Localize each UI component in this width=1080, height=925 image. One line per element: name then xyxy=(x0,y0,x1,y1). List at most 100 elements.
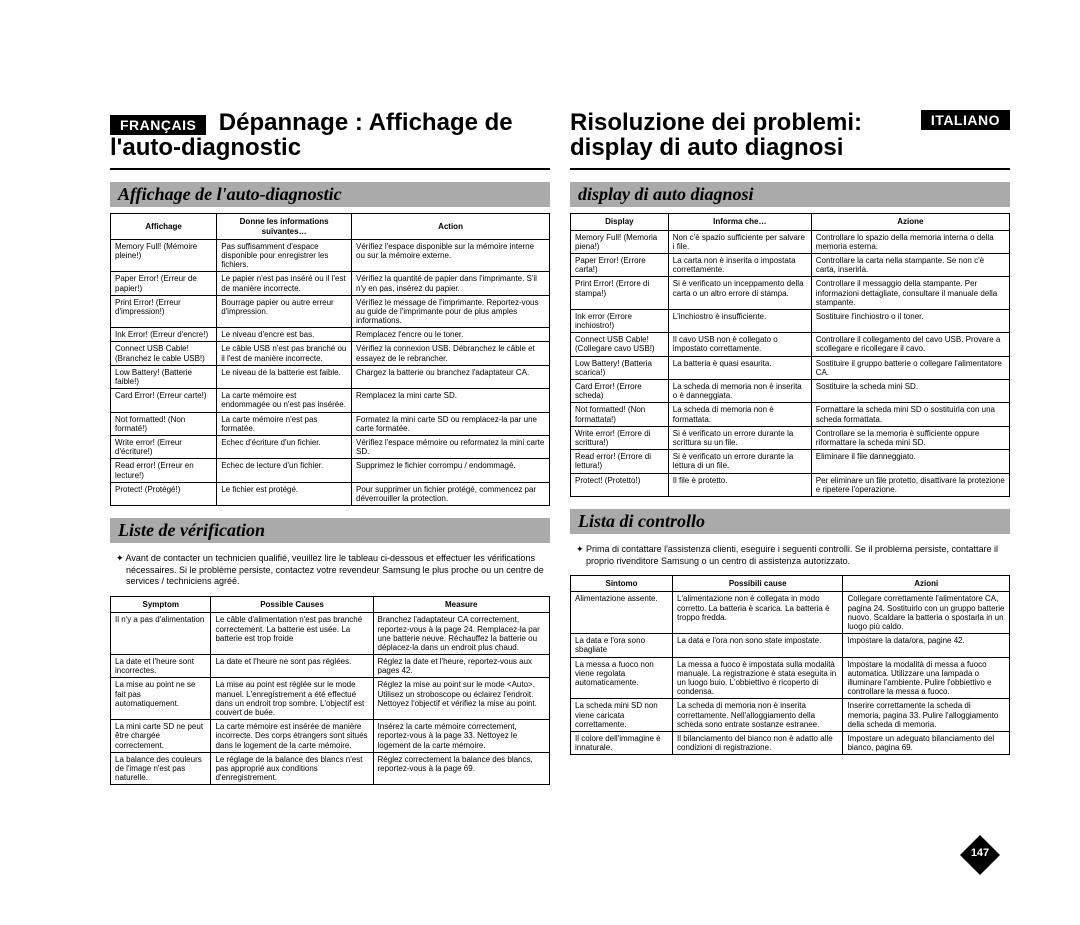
table-cell: La date et l'heure ne sont pas réglées. xyxy=(211,655,373,678)
table-row: Card Error! (Errore scheda)La scheda di … xyxy=(571,380,1010,403)
left-section2-title: Liste de vérification xyxy=(110,518,550,543)
table-cell: Il cavo USB non è collegato o impostato … xyxy=(668,333,811,356)
right-column: ITALIANO Risoluzione dei problemi: displ… xyxy=(570,110,1010,785)
table-header: Informa che… xyxy=(668,214,811,230)
left-table2: SymptomPossible CausesMeasure Il n'y a p… xyxy=(110,596,550,785)
right-title-line1: Risoluzione dei problemi: xyxy=(570,109,862,136)
table-cell: Print Error! (Erreur d'impression!) xyxy=(111,295,217,328)
table-header: Possible Causes xyxy=(211,597,373,613)
table-cell: La messa a fuoco non viene regolata auto… xyxy=(571,657,673,699)
table-cell: Protect! (Protégé!) xyxy=(111,482,217,505)
table-row: Protect! (Protégé!)Le fichier est protég… xyxy=(111,482,550,505)
table-cell: Le niveau d'encre est bas. xyxy=(217,328,352,342)
table-cell: La data e l'ora sono sbagliate xyxy=(571,634,673,657)
table-cell: Per eliminare un file protetto, disattiv… xyxy=(811,473,1009,496)
table-cell: Echec de lecture d'un fichier. xyxy=(217,459,352,482)
table-cell: Read error! (Erreur en lecture!) xyxy=(111,459,217,482)
table-cell: La mini carte SD ne peut être chargée co… xyxy=(111,720,211,753)
table-row: Write error! (Erreur d'écriture!)Echec d… xyxy=(111,435,550,458)
table-row: Paper Error! (Erreur de papier!)Le papie… xyxy=(111,272,550,295)
table-cell: Write error! (Erreur d'écriture!) xyxy=(111,435,217,458)
page-number-badge: 147 xyxy=(960,835,1000,875)
table-row: Ink error (Errore inchiostro!)L'inchiost… xyxy=(571,309,1010,332)
table-cell: La mise au point ne se fait pas automati… xyxy=(111,678,211,720)
table-row: Print Error! (Erreur d'impression!)Bourr… xyxy=(111,295,550,328)
table-header: Symptom xyxy=(111,597,211,613)
table-cell: Non c'è spazio sufficiente per salvare i… xyxy=(668,230,811,253)
table-cell: Réglez correctement la balance des blanc… xyxy=(373,752,549,785)
right-section2-title: Lista di controllo xyxy=(570,509,1010,534)
table-cell: La carte mémoire n'est pas formatée. xyxy=(217,412,352,435)
table-cell: Impostare un adeguato bilanciamento del … xyxy=(843,731,1010,754)
table-cell: La data e l'ora non sono state impostate… xyxy=(673,634,843,657)
table-header: Donne les informations suivantes… xyxy=(217,214,352,239)
table-cell: Vérifiez la connexion USB. Débranchez le… xyxy=(352,342,550,365)
left-section1-title: Affichage de l'auto-diagnostic xyxy=(110,182,550,207)
table-cell: Controllare se la memoria è sufficiente … xyxy=(811,426,1009,449)
table-cell: Protect! (Protetto!) xyxy=(571,473,669,496)
table-cell: Branchez l'adaptateur CA correctement, r… xyxy=(373,613,549,655)
table-cell: Inserire correttamente la scheda di memo… xyxy=(843,699,1010,732)
table-cell: Paper Error! (Erreur de papier!) xyxy=(111,272,217,295)
table-row: Ink Error! (Erreur d'encre!)Le niveau d'… xyxy=(111,328,550,342)
table-row: Memory Full! (Memoria piena!)Non c'è spa… xyxy=(571,230,1010,253)
table-cell: Formattare la scheda mini SD o sostituir… xyxy=(811,403,1009,426)
lang-badge-it: ITALIANO xyxy=(921,110,1010,130)
table-cell: Not formatted! (Non formaté!) xyxy=(111,412,217,435)
table-cell: Il colore dell'immagine è innaturale. xyxy=(571,731,673,754)
left-title-line1: Dépannage : Affichage de xyxy=(219,109,513,136)
table-row: Read error! (Errore di lettura!)Si è ver… xyxy=(571,450,1010,473)
table-cell: Impostare la modalità di messa a fuoco a… xyxy=(843,657,1010,699)
left-table1: AffichageDonne les informations suivante… xyxy=(110,213,550,506)
table-row: Paper Error! (Errore carta!)La carta non… xyxy=(571,253,1010,276)
table-header: Possibili cause xyxy=(673,576,843,592)
table-cell: Le fichier est protégé. xyxy=(217,482,352,505)
page-container: FRANÇAIS Dépannage : Affichage de l'auto… xyxy=(0,0,1080,825)
table-cell: La scheda mini SD non viene caricata cor… xyxy=(571,699,673,732)
table-cell: Memory Full! (Memoria piena!) xyxy=(571,230,669,253)
table-cell: Il n'y a pas d'alimentation xyxy=(111,613,211,655)
table-cell: Le niveau de la batterie est faible. xyxy=(217,365,352,388)
table-header: Measure xyxy=(373,597,549,613)
table-cell: Insérez la carte mémoire correctement, r… xyxy=(373,720,549,753)
table-row: Write error! (Errore di scrittura!)Si è … xyxy=(571,426,1010,449)
table-row: Memory Full! (Mémoire pleine!)Pas suffis… xyxy=(111,239,550,272)
table-cell: Vérifiez l'espace disponible sur la mémo… xyxy=(352,239,550,272)
table-cell: La messa a fuoco è impostata sulla modal… xyxy=(673,657,843,699)
table-row: La messa a fuoco non viene regolata auto… xyxy=(571,657,1010,699)
table-cell: Memory Full! (Mémoire pleine!) xyxy=(111,239,217,272)
table-cell: Paper Error! (Errore carta!) xyxy=(571,253,669,276)
table-cell: Le câble USB n'est pas branché ou il l'e… xyxy=(217,342,352,365)
table-cell: Pas suffisamment d'espace disponible pou… xyxy=(217,239,352,272)
table-cell: Remplacez l'encre ou le toner. xyxy=(352,328,550,342)
table-row: Low Battery! (Batterie faible!)Le niveau… xyxy=(111,365,550,388)
table-row: Connect USB Cable! (Collegare cavo USB!)… xyxy=(571,333,1010,356)
table-row: Print Error! (Errore di stampa!)Si è ver… xyxy=(571,277,1010,310)
table-row: Connect USB Cable! (Branchez le cable US… xyxy=(111,342,550,365)
table-cell: L'inchiostro è insufficiente. xyxy=(668,309,811,332)
right-table1: DisplayInforma che…Azione Memory Full! (… xyxy=(570,213,1010,497)
right-section1-title: display di auto diagnosi xyxy=(570,182,1010,207)
table-cell: Eliminare il file danneggiato. xyxy=(811,450,1009,473)
table-header: Action xyxy=(352,214,550,239)
table-header: Sintomo xyxy=(571,576,673,592)
table-cell: Impostare la data/ora, pagine 42. xyxy=(843,634,1010,657)
table-cell: Not formatted! (Non formattata!) xyxy=(571,403,669,426)
table-cell: Réglez la mise au point sur le mode <Aut… xyxy=(373,678,549,720)
table-row: Not formatted! (Non formaté!)La carte mé… xyxy=(111,412,550,435)
table-cell: La carte mémoire est insérée de manière … xyxy=(211,720,373,753)
table-cell: Chargez la batterie ou branchez l'adapta… xyxy=(352,365,550,388)
table-header: Display xyxy=(571,214,669,230)
table-header: Affichage xyxy=(111,214,217,239)
table-row: La mini carte SD ne peut être chargée co… xyxy=(111,720,550,753)
table-cell: La carte mémoire est endommagée ou n'est… xyxy=(217,389,352,412)
table-cell: Collegare correttamente l'alimentatore C… xyxy=(843,592,1010,634)
table-cell: Sostituire la scheda mini SD. xyxy=(811,380,1009,403)
table-cell: Controllare il messaggio della stampante… xyxy=(811,277,1009,310)
table-cell: Read error! (Errore di lettura!) xyxy=(571,450,669,473)
table-row: Not formatted! (Non formattata!)La sched… xyxy=(571,403,1010,426)
table-cell: La scheda di memoria non è formattata. xyxy=(668,403,811,426)
table-header: Azione xyxy=(811,214,1009,230)
table-cell: Connect USB Cable! (Collegare cavo USB!) xyxy=(571,333,669,356)
page-number: 147 xyxy=(960,847,1000,859)
